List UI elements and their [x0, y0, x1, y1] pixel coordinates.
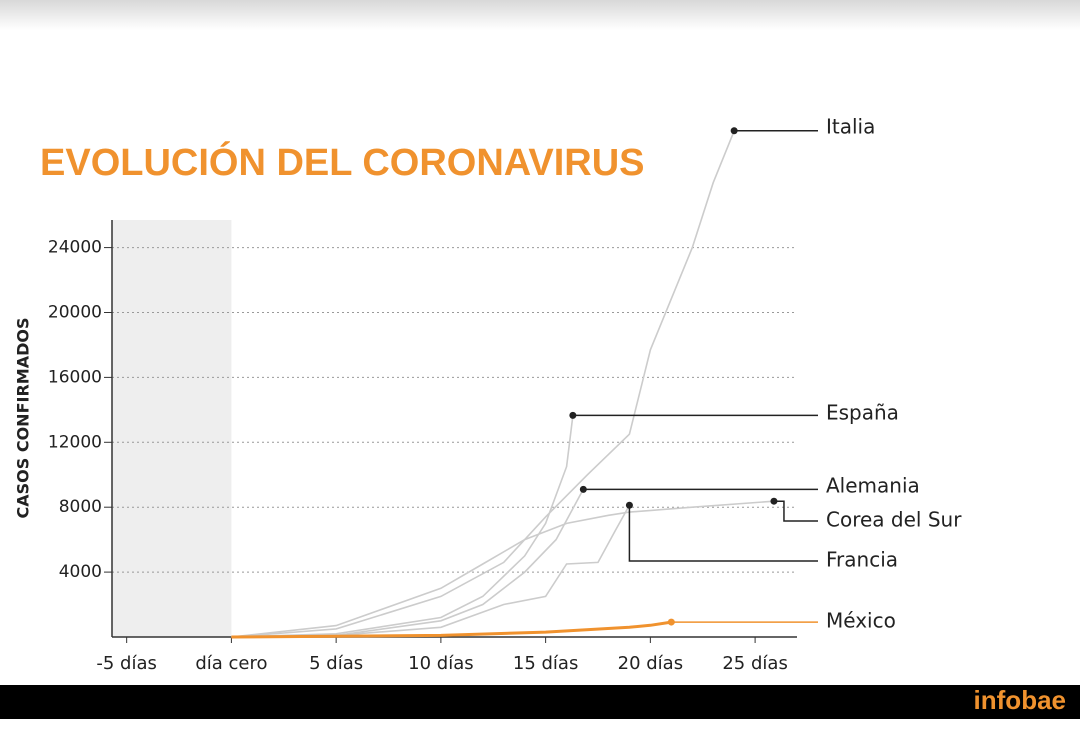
series-label: México: [826, 609, 896, 633]
series-label: Corea del Sur: [826, 508, 962, 532]
leader-line: [773, 500, 818, 522]
end-point: [625, 501, 633, 509]
y-tick-label: 4000: [59, 562, 102, 582]
x-tick-label: 25 días: [722, 653, 787, 674]
x-tick-label: día cero: [195, 653, 267, 674]
line-series: [231, 500, 775, 638]
x-tick-label: 20 días: [618, 653, 683, 674]
shaded-region: [112, 220, 232, 637]
y-tick-label: 24000: [48, 238, 102, 258]
y-tick-label: 16000: [48, 367, 102, 387]
x-tick-label: 5 días: [309, 653, 363, 674]
series-label: Alemania: [826, 474, 920, 498]
series-label: Francia: [826, 548, 898, 572]
line-series: [231, 488, 585, 638]
x-tick-label: 10 días: [408, 653, 473, 674]
y-axis-label: CASOS CONFIRMADOS: [14, 318, 33, 519]
leader-line: [628, 505, 818, 562]
series-label: España: [826, 401, 899, 425]
y-tick-label: 12000: [48, 432, 102, 452]
series-label: Italia: [826, 115, 875, 139]
end-point: [579, 485, 587, 493]
top-shade: [0, 0, 1080, 30]
chart-title: EVOLUCIÓN DEL CORONAVIRUS: [40, 140, 645, 184]
y-tick-label: 20000: [48, 302, 102, 322]
end-point: [770, 497, 778, 505]
end-point: [667, 618, 675, 626]
footer-bar: [0, 685, 1080, 719]
line-series: [231, 130, 735, 638]
x-tick-label: 15 días: [513, 653, 578, 674]
line-series: [231, 504, 631, 638]
end-point: [730, 127, 738, 135]
y-tick-label: 8000: [59, 497, 102, 517]
x-tick-label: -5 días: [96, 653, 157, 674]
line-series: [231, 620, 672, 639]
brand-logo: infobae: [974, 685, 1066, 715]
end-point: [569, 411, 577, 419]
line-series: [231, 415, 574, 638]
